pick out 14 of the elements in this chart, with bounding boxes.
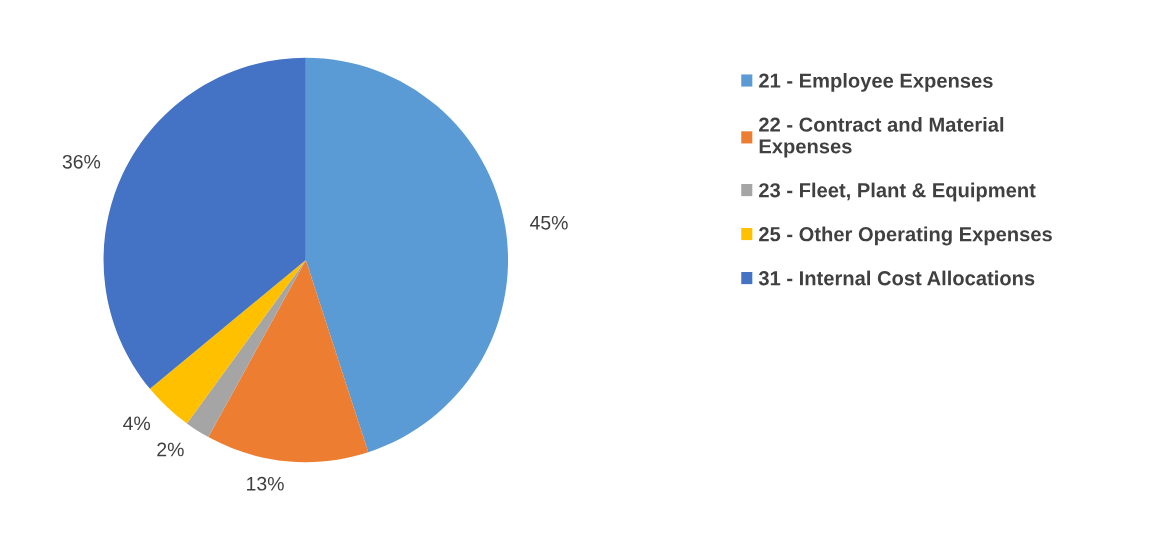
data-label: 4% bbox=[123, 416, 151, 431]
legend-label: 23 - Fleet, Plant & Equipment bbox=[759, 182, 1036, 202]
legend-label: 21 - Employee Expenses bbox=[759, 73, 993, 92]
pie-slice bbox=[305, 57, 508, 453]
data-label: 13% bbox=[247, 476, 284, 491]
legend-label: 31 - Internal Cost Allocations bbox=[758, 270, 1035, 286]
data-label: 2% bbox=[157, 442, 184, 457]
data-label: 45% bbox=[529, 216, 568, 230]
pie-slice bbox=[149, 259, 306, 424]
data-label: 36% bbox=[62, 154, 101, 169]
legend-label: 25 - Other Operating Expenses bbox=[759, 226, 1052, 246]
legend-label: 22 - Contract and Material Expenses bbox=[759, 116, 1004, 158]
pie-slice bbox=[208, 259, 369, 463]
pie-slice bbox=[103, 57, 306, 389]
